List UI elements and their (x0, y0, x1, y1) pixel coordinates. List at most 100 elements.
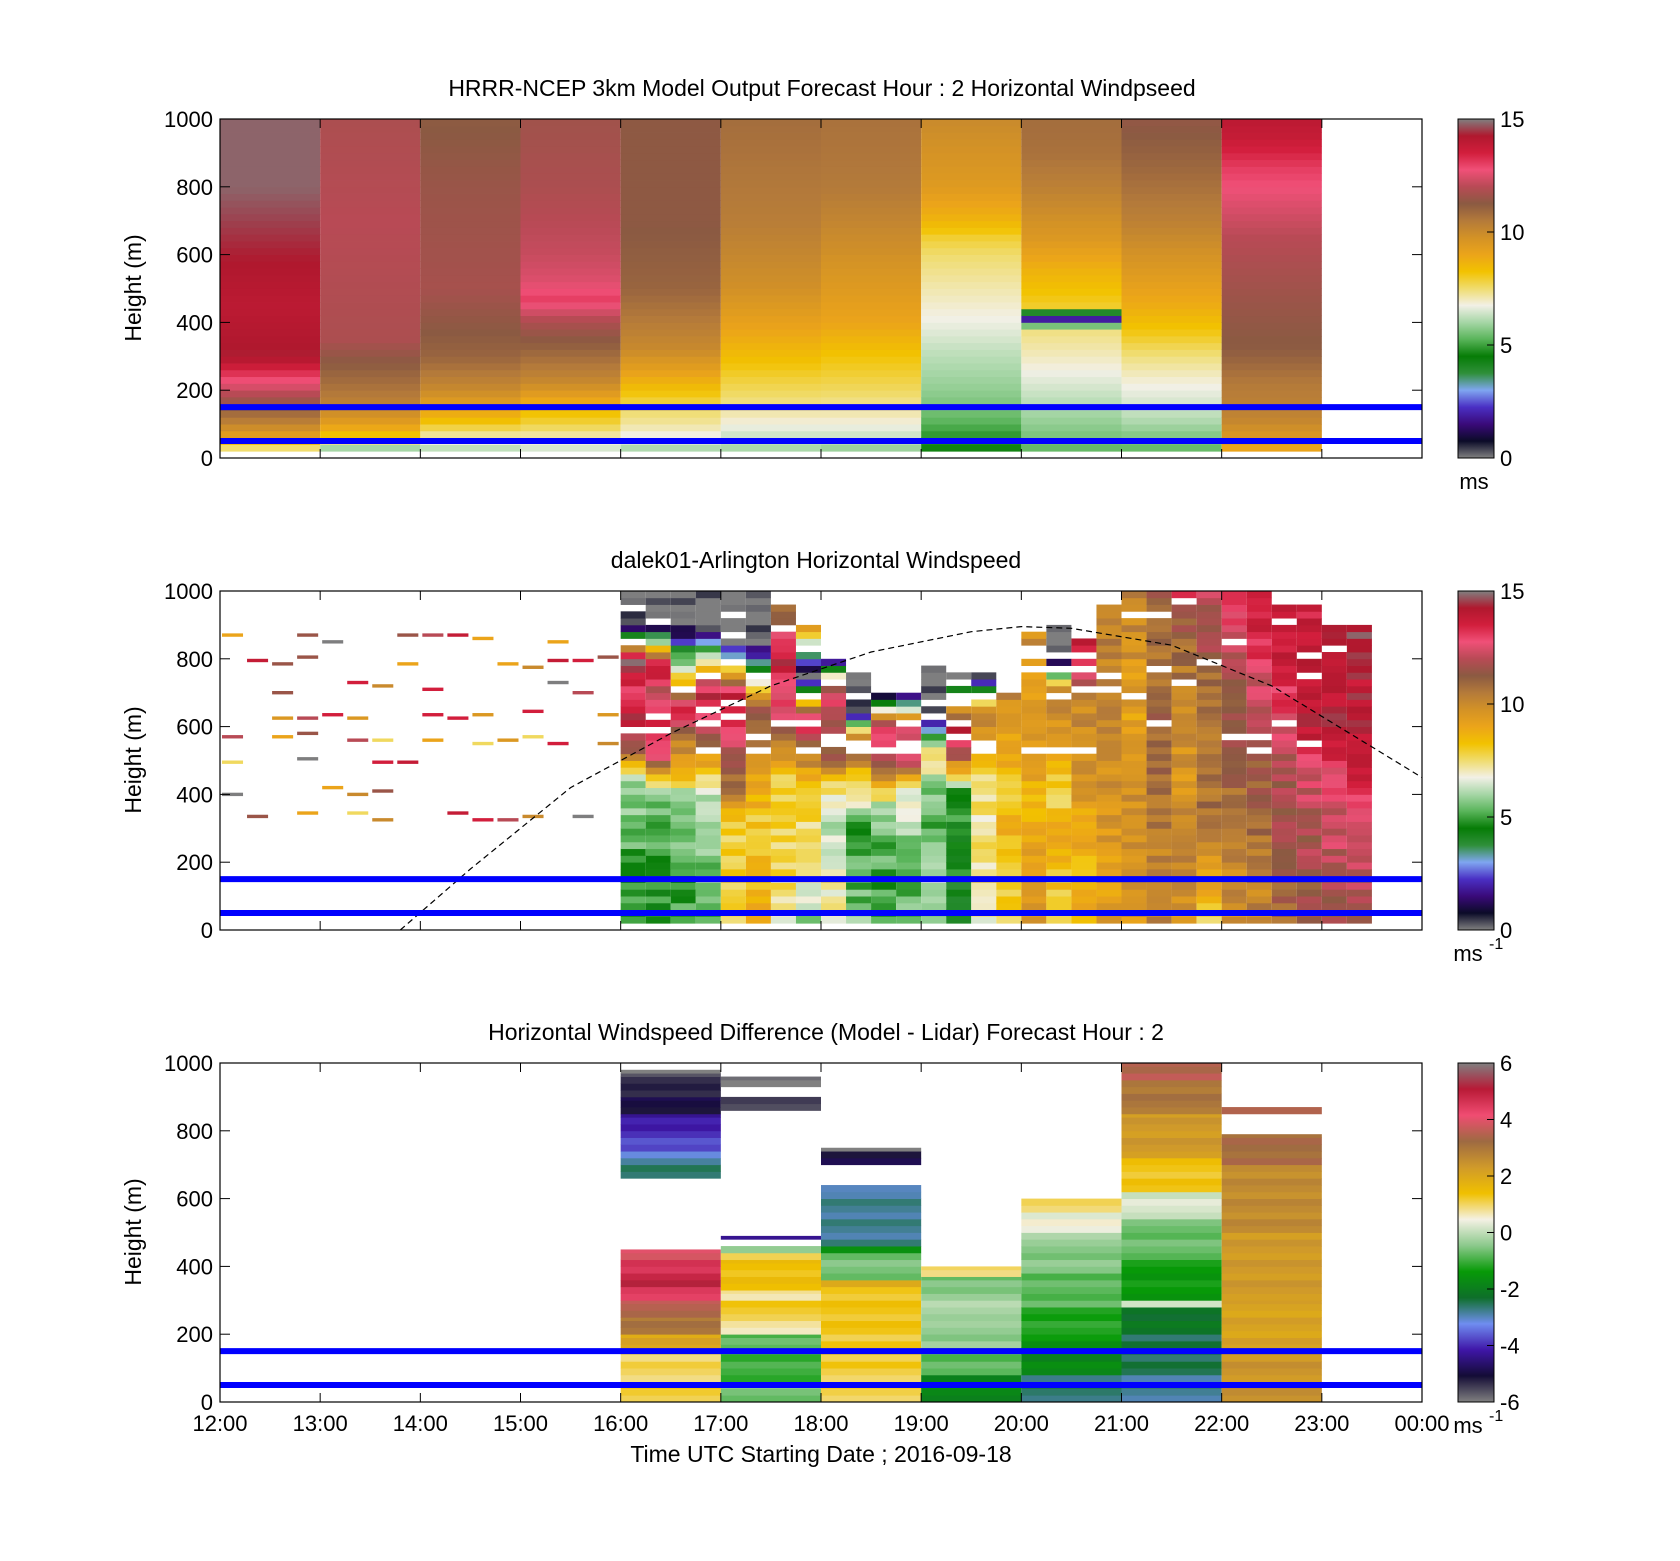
lidar-cell (996, 692, 1022, 700)
panel-difference-heatmap (620, 1063, 1322, 1403)
model-cell (220, 335, 321, 344)
lidar-cell (896, 855, 922, 863)
lidar-cell (846, 733, 872, 741)
difference-cell (1121, 1171, 1222, 1179)
lidar-sparse-cell (547, 640, 569, 644)
difference-cell (1221, 1151, 1322, 1159)
lidar-cell (871, 848, 897, 856)
model-cell (620, 139, 721, 147)
lidar-cell (1296, 868, 1322, 877)
lidar-cell (971, 835, 997, 843)
model-cell (821, 227, 922, 235)
lidar-cell (670, 868, 696, 877)
lidar-cell (745, 699, 771, 707)
model-cell (821, 410, 922, 418)
lidar-cell (1021, 862, 1047, 870)
model-cell (1021, 430, 1122, 439)
lidar-cell (1321, 780, 1347, 789)
lidar-cell (971, 780, 997, 789)
lidar-cell (946, 814, 972, 822)
lidar-cell (1196, 740, 1222, 748)
lidar-cell (745, 828, 771, 836)
difference-cell (620, 1137, 721, 1145)
lidar-cell (1021, 719, 1047, 727)
lidar-cell (1346, 746, 1372, 755)
difference-cell (921, 1279, 1022, 1288)
lidar-cell (1271, 679, 1297, 687)
lidar-cell (1296, 780, 1322, 789)
lidar-cell (1271, 862, 1297, 870)
model-cell (1021, 410, 1122, 418)
difference-cell (620, 1069, 721, 1074)
lidar-cell (645, 774, 671, 782)
lidar-cell (770, 841, 796, 850)
lidar-cell (1021, 787, 1047, 795)
model-cell (220, 288, 321, 296)
y-tick-label: 800 (176, 1119, 213, 1144)
model-cell (320, 132, 421, 140)
lidar-cell (1071, 801, 1097, 809)
model-cell (1121, 119, 1222, 127)
lidar-column (1171, 591, 1197, 924)
model-cell (921, 227, 1022, 235)
model-cell (1121, 295, 1222, 303)
model-cell (520, 166, 621, 174)
model-cell (1021, 159, 1122, 167)
difference-cell (821, 1218, 922, 1227)
lidar-cell (1046, 902, 1072, 911)
model-cell (420, 125, 521, 133)
model-cell (1221, 227, 1322, 235)
difference-cell (720, 1076, 821, 1081)
lidar-cell (620, 814, 646, 822)
model-cell (1021, 227, 1122, 235)
panel-lidar-x-ticks (219, 591, 1423, 930)
lidar-cell (720, 624, 746, 633)
model-cell (320, 356, 421, 364)
lidar-cell (1196, 713, 1222, 721)
lidar-sparse-cell (547, 680, 569, 685)
lidar-cell (1096, 665, 1122, 673)
lidar-cell (1071, 692, 1097, 700)
lidar-cell (620, 618, 646, 626)
panel-model-ylabel: Height (m) (120, 234, 146, 341)
lidar-cell (720, 774, 746, 782)
difference-cell (1021, 1246, 1122, 1254)
lidar-cell (620, 760, 646, 768)
lidar-cell (821, 780, 847, 789)
difference-cell (821, 1191, 922, 1199)
panel-difference-ylabel: Height (m) (120, 1178, 146, 1285)
lidar-cell (921, 787, 947, 795)
model-cell (1121, 173, 1222, 181)
lidar-cell (1221, 774, 1247, 782)
lidar-cell (996, 902, 1022, 911)
lidar-cell (946, 801, 972, 809)
lidar-cell (946, 821, 972, 829)
model-cell (420, 234, 521, 242)
lidar-cell (1071, 753, 1097, 761)
lidar-cell (695, 787, 721, 795)
lidar-cell (1096, 821, 1122, 829)
model-column (320, 119, 421, 452)
lidar-cell (670, 889, 696, 897)
model-cell (1121, 342, 1222, 350)
model-cell (1021, 281, 1122, 289)
lidar-cell (745, 814, 771, 822)
lidar-cell (1221, 902, 1247, 911)
model-cell (821, 180, 922, 188)
lidar-cell (1171, 774, 1197, 782)
model-cell (821, 139, 922, 147)
lidar-cell (745, 787, 771, 795)
lidar-cell (1096, 882, 1122, 890)
lidar-cell (620, 767, 646, 775)
model-cell (720, 315, 821, 323)
model-cell (1021, 166, 1122, 174)
model-cell (1021, 207, 1122, 215)
y-tick-label: 1000 (164, 107, 213, 132)
model-cell (921, 376, 1022, 384)
lidar-cell (846, 828, 872, 836)
difference-cell (821, 1313, 922, 1322)
lidar-cell (770, 658, 796, 666)
model-cell (420, 241, 521, 249)
lidar-cell (670, 780, 696, 789)
lidar-cell (1221, 706, 1247, 714)
